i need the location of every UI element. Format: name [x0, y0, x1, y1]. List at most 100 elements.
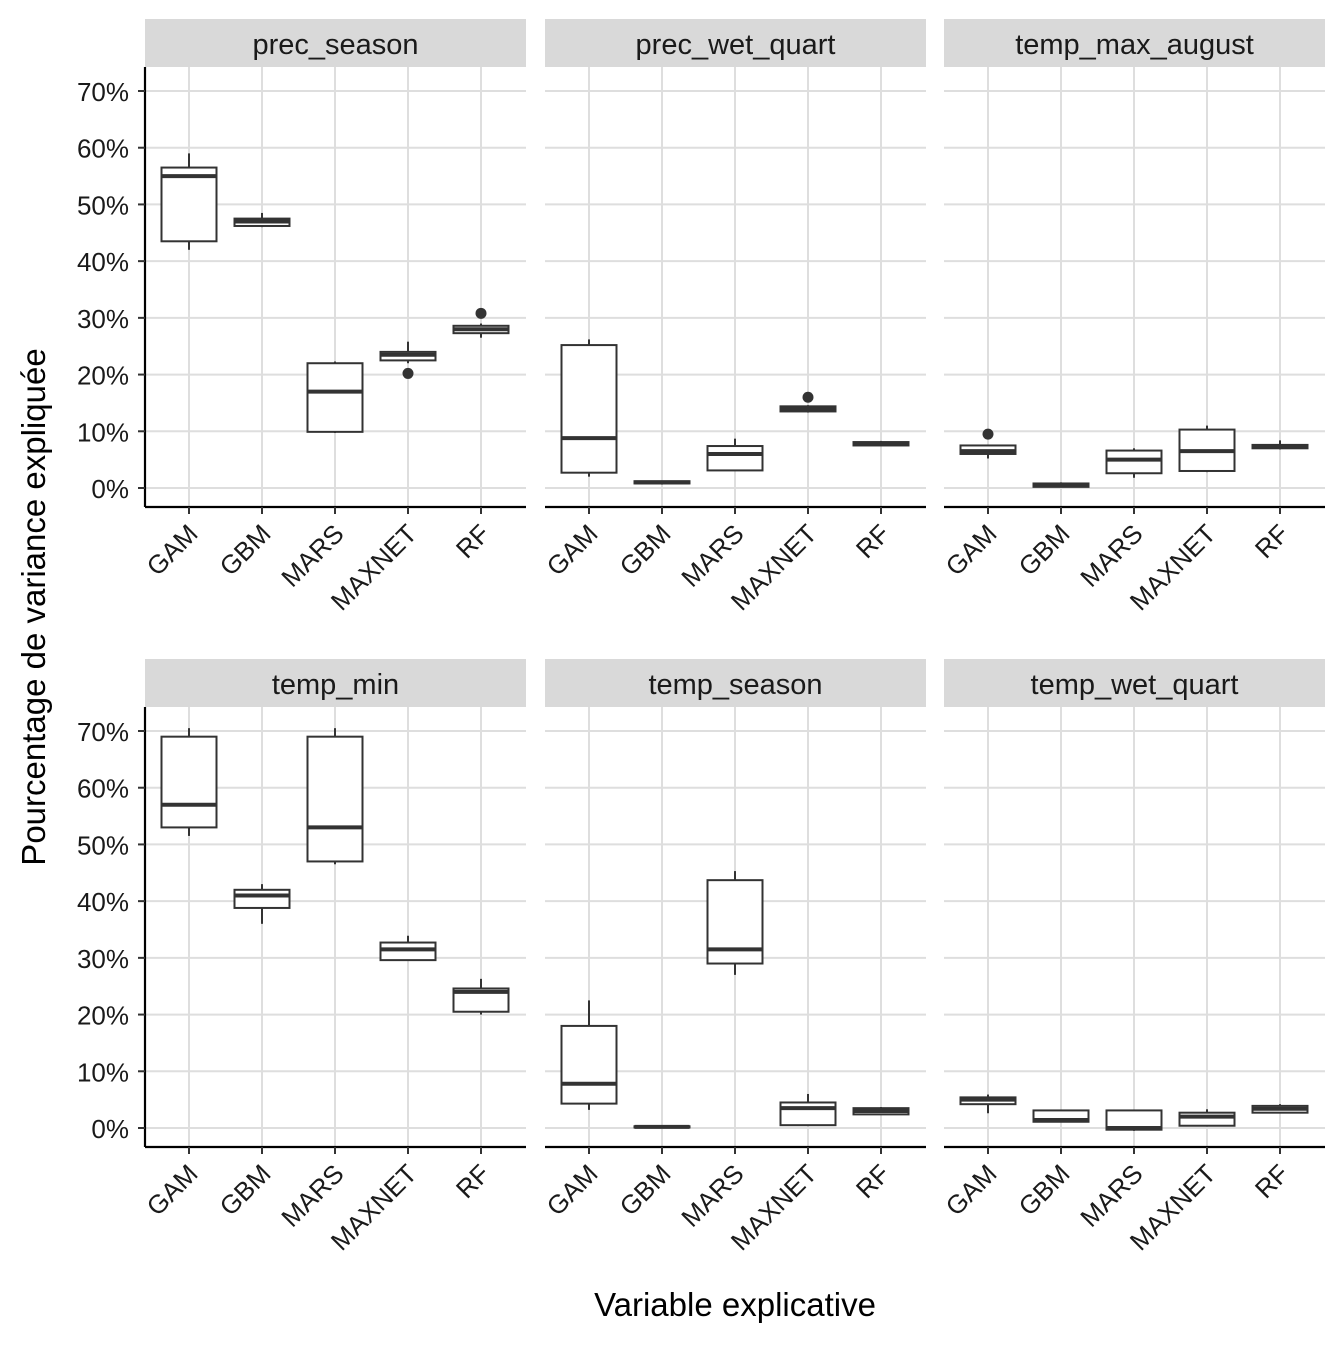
x-axis-title: Variable explicative	[594, 1286, 876, 1323]
box-iqr	[452, 987, 510, 1013]
box-iqr	[560, 344, 618, 474]
outlier-point	[982, 428, 994, 440]
x-tick-label: GBM	[614, 518, 677, 581]
y-tick-label: 40%	[77, 247, 129, 277]
panel-title: temp_min	[272, 669, 399, 701]
box-MAXNET	[379, 935, 437, 962]
box-MAXNET	[1178, 1109, 1236, 1127]
y-tick-label: 50%	[77, 190, 129, 220]
y-tick-label: 70%	[77, 717, 129, 747]
y-tick-label: 40%	[77, 887, 129, 917]
box-GBM	[233, 212, 291, 228]
x-tick-label: RF	[450, 518, 496, 564]
y-tick-label: 0%	[91, 474, 129, 504]
box-RF	[452, 978, 510, 1015]
y-tick-label: 30%	[77, 944, 129, 974]
box-MARS	[306, 728, 364, 865]
x-tick-label: RF	[850, 1158, 896, 1204]
panel-strip	[145, 659, 526, 707]
outlier-point	[402, 367, 414, 379]
box-GAM	[959, 1094, 1017, 1114]
box-MAXNET	[779, 391, 837, 413]
box-GBM	[1032, 482, 1090, 488]
x-tick-label: GAM	[940, 518, 1003, 581]
y-axis-title: Pourcentage de variance expliquée	[15, 348, 52, 865]
box-GAM	[560, 1000, 618, 1110]
panel-strip	[944, 19, 1325, 67]
x-tick-label: GBM	[1013, 518, 1076, 581]
x-tick-label: RF	[450, 1158, 496, 1204]
box-MAXNET	[779, 1093, 837, 1127]
box-GAM	[160, 728, 218, 836]
x-tick-label: GAM	[541, 518, 604, 581]
box-GAM	[160, 153, 218, 250]
box-iqr	[706, 445, 764, 472]
box-iqr	[560, 1024, 618, 1105]
x-tick-label: GAM	[141, 518, 204, 581]
panel-title: temp_season	[648, 669, 822, 701]
x-tick-label: GBM	[614, 1158, 677, 1221]
x-tick-label: GAM	[141, 1158, 204, 1221]
box-MAXNET	[1178, 425, 1236, 473]
outlier-point	[475, 307, 487, 319]
box-RF	[452, 307, 510, 338]
box-MARS	[706, 871, 764, 975]
box-RF	[852, 1107, 910, 1116]
box-MAXNET	[379, 341, 437, 379]
y-tick-label: 20%	[77, 361, 129, 391]
panel-prec_season: prec_season 0% 10% 20% 30% 40% 50% 60% 70% GAM GBM…	[77, 19, 526, 616]
box-GBM	[1032, 1109, 1090, 1123]
y-tick-label: 10%	[77, 1057, 129, 1087]
x-tick-label: GBM	[1013, 1158, 1076, 1221]
y-tick-label: 0%	[91, 1114, 129, 1144]
panel-strip	[545, 659, 926, 707]
panel-strip	[545, 19, 926, 67]
box-iqr	[306, 362, 364, 433]
box-RF	[1251, 1104, 1309, 1114]
x-tick-label: GBM	[214, 518, 277, 581]
y-tick-label: 60%	[77, 774, 129, 804]
y-tick-label: 50%	[77, 830, 129, 860]
box-GAM	[959, 428, 1017, 459]
y-tick-label: 60%	[77, 134, 129, 164]
box-iqr	[160, 166, 218, 243]
x-tick-label: RF	[1249, 1158, 1295, 1204]
x-tick-label: GAM	[940, 1158, 1003, 1221]
y-tick-label: 70%	[77, 77, 129, 107]
box-MARS	[706, 438, 764, 472]
box-MARS	[306, 361, 364, 433]
box-iqr	[1178, 1111, 1236, 1127]
panel-strip	[944, 659, 1325, 707]
outlier-point	[802, 391, 814, 403]
box-GBM	[633, 1124, 691, 1129]
box-iqr	[779, 1101, 837, 1127]
panel-title: prec_season	[252, 29, 418, 61]
panel-title: temp_max_august	[1015, 29, 1254, 61]
x-tick-label: GAM	[541, 1158, 604, 1221]
box-iqr	[160, 735, 218, 829]
box-iqr	[233, 888, 291, 909]
box-iqr	[1105, 449, 1163, 475]
box-RF	[852, 440, 910, 447]
x-tick-label: GBM	[214, 1158, 277, 1221]
x-tick-label: RF	[1249, 518, 1295, 564]
y-tick-label: 10%	[77, 417, 129, 447]
box-GAM	[560, 339, 618, 477]
x-tick-label: RF	[850, 518, 896, 564]
y-tick-label: 20%	[77, 1001, 129, 1031]
box-GBM	[233, 884, 291, 924]
box-MARS	[1105, 1109, 1163, 1131]
box-iqr	[306, 735, 364, 863]
panel-title: prec_wet_quart	[636, 29, 836, 61]
box-MARS	[1105, 448, 1163, 478]
box-RF	[1251, 440, 1309, 450]
panel-title: temp_wet_quart	[1031, 669, 1239, 701]
box-GBM	[633, 480, 691, 485]
